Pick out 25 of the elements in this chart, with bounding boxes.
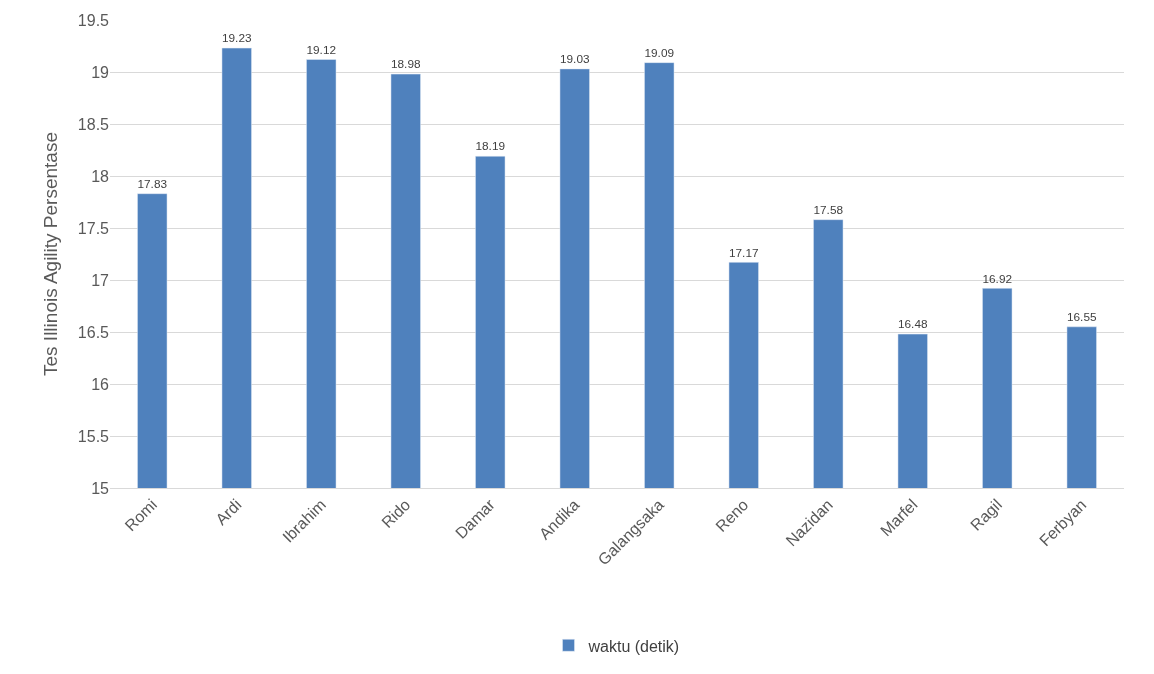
y-tick-label: 18.5 — [77, 115, 110, 133]
data-label: 19.23 — [221, 31, 252, 46]
data-label: 17.17 — [728, 245, 759, 260]
data-label: 19.12 — [306, 42, 337, 57]
data-label: 17.58 — [813, 202, 844, 217]
data-label: 17.83 — [137, 176, 168, 191]
data-label: 18.19 — [475, 139, 506, 154]
y-tick-label: 19.5 — [77, 11, 110, 29]
y-tick-label: 16 — [91, 375, 110, 393]
x-tick-label: Rido — [378, 495, 414, 532]
data-label: 16.92 — [982, 271, 1013, 286]
data-label: 18.98 — [390, 57, 421, 72]
y-tick-label: 15.5 — [77, 427, 110, 445]
data-label: 16.48 — [897, 317, 928, 332]
y-tick-label: 16.5 — [77, 323, 110, 341]
data-label: 19.09 — [644, 45, 675, 60]
y-tick-label: 19 — [91, 63, 110, 81]
data-label: 16.55 — [1066, 310, 1097, 325]
y-tick-label: 17.5 — [77, 219, 110, 237]
data-label: 19.03 — [559, 52, 590, 67]
y-tick-label: 17 — [91, 271, 110, 289]
y-tick-label: 18 — [91, 167, 110, 185]
legend-label: waktu (detik) — [587, 637, 680, 655]
y-axis-title: Tes Illinois Agility Persentase — [39, 132, 61, 376]
y-tick-label: 15 — [91, 479, 110, 497]
